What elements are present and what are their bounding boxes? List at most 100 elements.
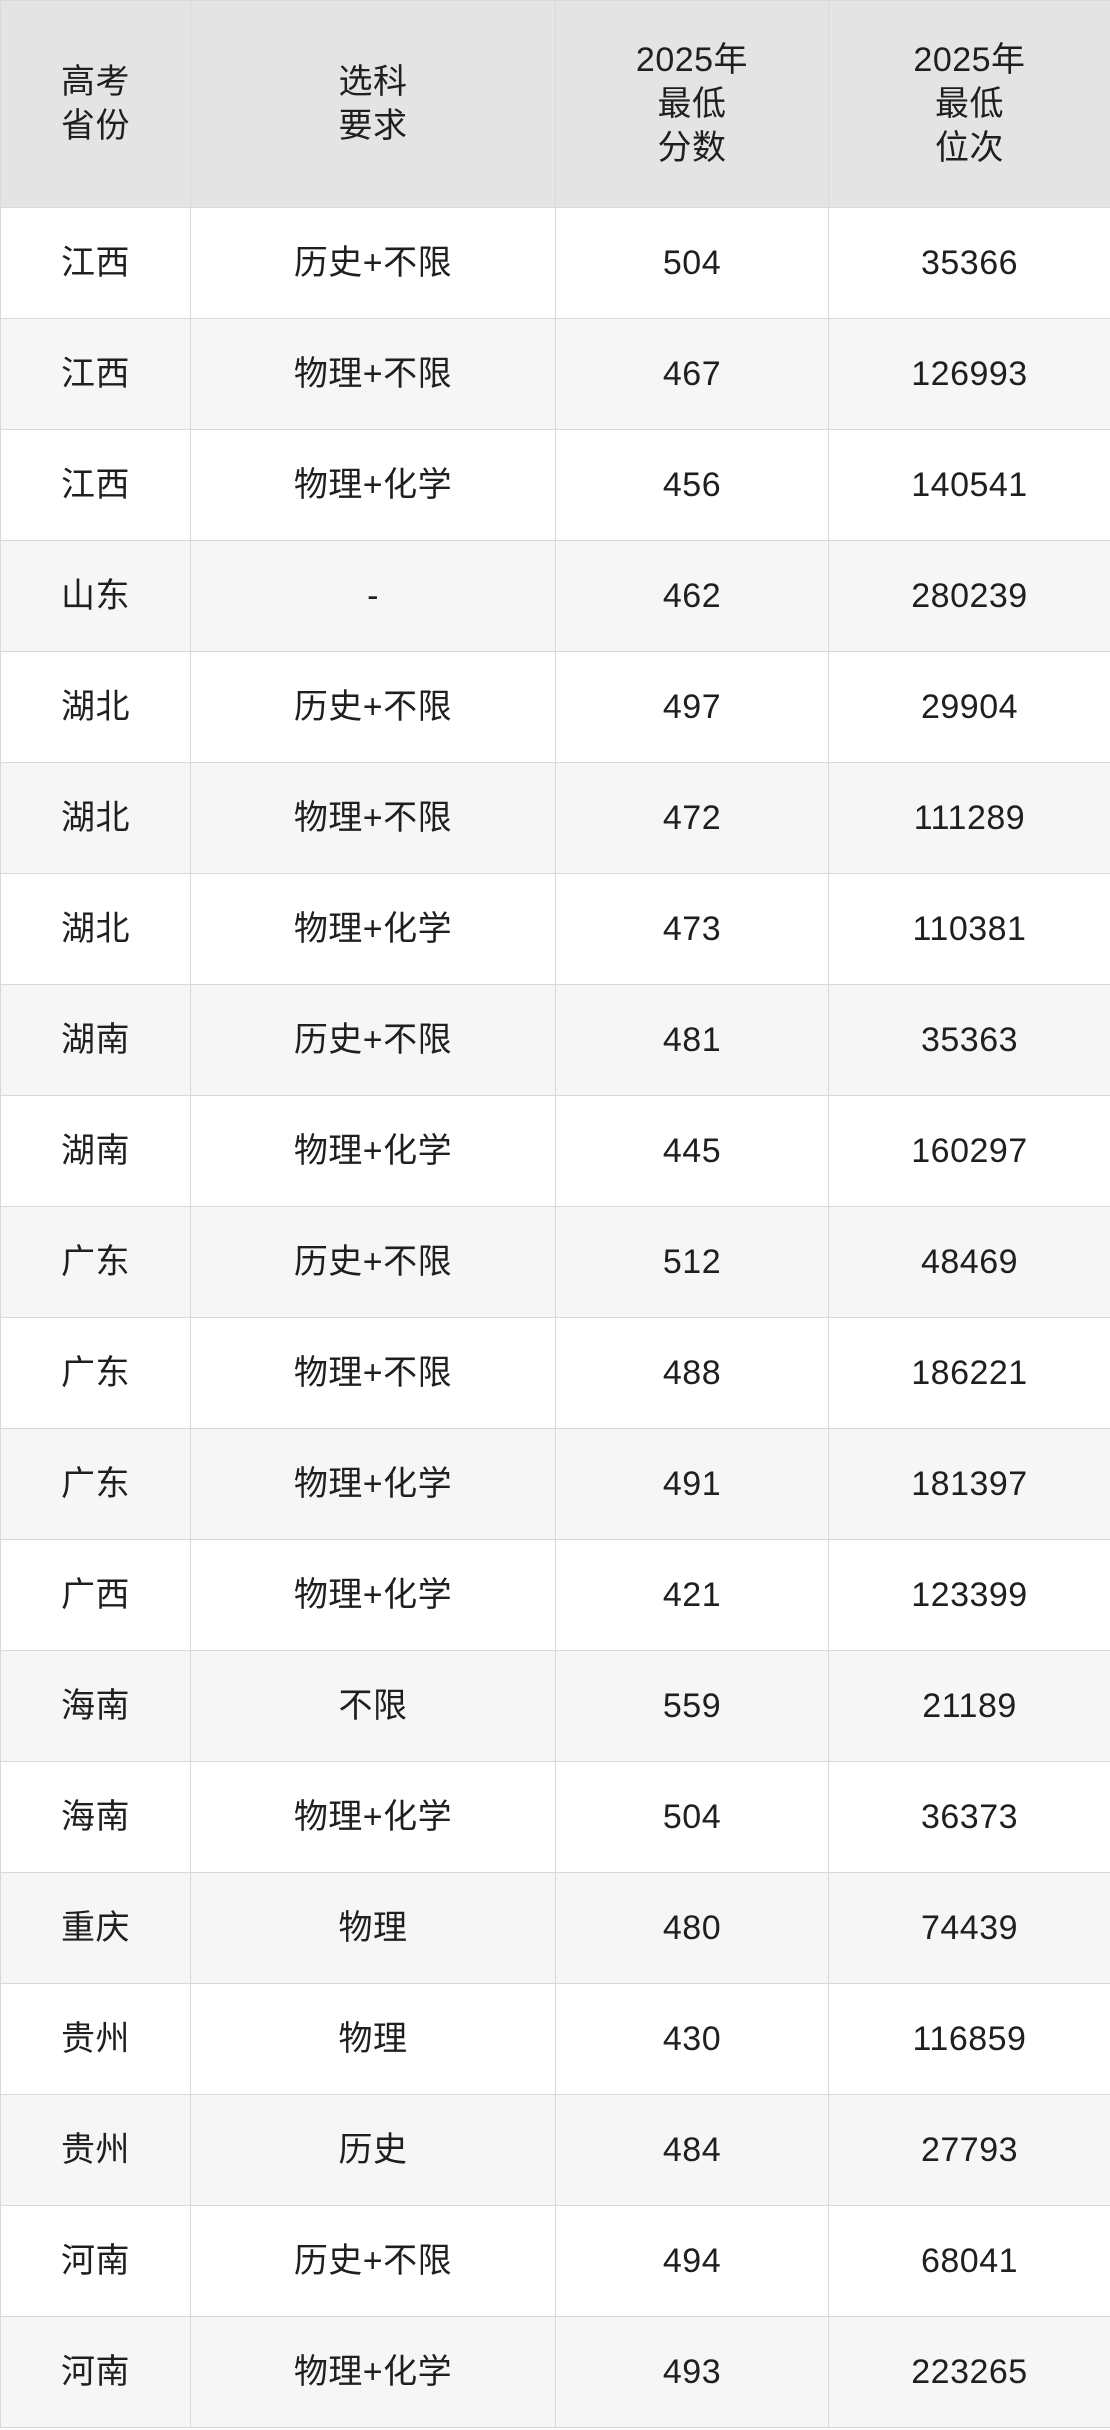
cell-subject: 物理+化学 xyxy=(190,1428,556,1540)
table-row: 广东 物理+不限 488 186221 xyxy=(0,1317,1110,1429)
cell-province: 广东 xyxy=(0,1428,191,1540)
cell-min-score: 484 xyxy=(555,2094,829,2206)
cell-min-rank: 140541 xyxy=(828,429,1110,541)
column-header-province-line-1: 高考 xyxy=(61,62,130,101)
cell-province: 广东 xyxy=(0,1317,191,1429)
cell-min-rank: 111289 xyxy=(828,762,1110,874)
cell-min-rank: 186221 xyxy=(828,1317,1110,1429)
column-header-subject-line-1: 选科 xyxy=(338,62,408,101)
table-row: 江西 物理+不限 467 126993 xyxy=(0,318,1110,430)
cell-province: 湖北 xyxy=(0,762,191,874)
cell-subject: 物理+化学 xyxy=(190,2316,556,2428)
cell-subject: 历史+不限 xyxy=(190,2205,556,2317)
table-row: 湖南 历史+不限 481 35363 xyxy=(0,984,1110,1096)
table-row: 湖北 历史+不限 497 29904 xyxy=(0,651,1110,763)
cell-subject: 物理+化学 xyxy=(190,1761,556,1873)
cell-min-score: 512 xyxy=(555,1206,829,1318)
cell-min-score: 456 xyxy=(555,429,829,541)
cell-min-rank: 110381 xyxy=(828,873,1110,985)
table-row: 河南 历史+不限 494 68041 xyxy=(0,2205,1110,2317)
cell-subject: 物理 xyxy=(190,1872,556,1984)
column-header-min-score: 2025年 最低 分数 xyxy=(555,0,829,208)
cell-min-rank: 126993 xyxy=(828,318,1110,430)
cell-min-rank: 35366 xyxy=(828,207,1110,319)
cell-subject: 物理+不限 xyxy=(190,762,556,874)
cell-subject: 历史+不限 xyxy=(190,984,556,1096)
cell-min-rank: 223265 xyxy=(828,2316,1110,2428)
table-row: 山东 -462 280239 xyxy=(0,540,1110,652)
cell-subject: 历史+不限 xyxy=(190,207,556,319)
cell-subject: 历史+不限 xyxy=(190,651,556,763)
table-row: 广西 物理+化学 421 123399 xyxy=(0,1539,1110,1651)
table-row: 湖北 物理+化学 473 110381 xyxy=(0,873,1110,985)
cell-province: 海南 xyxy=(0,1761,191,1873)
cell-province: 贵州 xyxy=(0,1983,191,2095)
table-row: 广东 历史+不限 512 48469 xyxy=(0,1206,1110,1318)
cell-subject: 物理+化学 xyxy=(190,429,556,541)
cell-province: 贵州 xyxy=(0,2094,191,2206)
cell-province: 河南 xyxy=(0,2316,191,2428)
column-header-min-rank: 2025年 最低 位次 xyxy=(828,0,1110,208)
cell-min-rank: 36373 xyxy=(828,1761,1110,1873)
cell-subject: - xyxy=(190,540,556,652)
table-row: 江西 历史+不限 504 35366 xyxy=(0,207,1110,319)
cell-subject: 历史 xyxy=(190,2094,556,2206)
cell-min-score: 494 xyxy=(555,2205,829,2317)
cell-min-score: 462 xyxy=(555,540,829,652)
cell-min-score: 445 xyxy=(555,1095,829,1207)
cell-min-score: 504 xyxy=(555,1761,829,1873)
cell-province: 重庆 xyxy=(0,1872,191,1984)
table-row: 海南 物理+化学 504 36373 xyxy=(0,1761,1110,1873)
cell-min-rank: 280239 xyxy=(828,540,1110,652)
table-header: 高考 省份 选科 要求 2025年 最低 分数 2025年 最低 位次 xyxy=(0,0,1110,208)
cell-subject: 物理 xyxy=(190,1983,556,2095)
column-header-min-score-line-2: 最低 xyxy=(657,84,727,123)
column-header-min-rank-line-1: 2025年 xyxy=(913,40,1026,79)
column-header-min-rank-line-2: 最低 xyxy=(935,84,1004,123)
table-row: 贵州 物理 430 116859 xyxy=(0,1983,1110,2095)
table-row: 海南 不限 559 21189 xyxy=(0,1650,1110,1762)
column-header-min-score-line-3: 分数 xyxy=(657,129,727,168)
cell-min-rank: 116859 xyxy=(828,1983,1110,2095)
table-row: 湖南 物理+化学 445 160297 xyxy=(0,1095,1110,1207)
cell-subject: 物理+化学 xyxy=(190,873,556,985)
cell-min-score: 421 xyxy=(555,1539,829,1651)
cell-min-rank: 181397 xyxy=(828,1428,1110,1540)
cell-subject: 物理+不限 xyxy=(190,318,556,430)
column-header-subject: 选科 要求 xyxy=(190,0,556,208)
cell-province: 河南 xyxy=(0,2205,191,2317)
cell-min-rank: 123399 xyxy=(828,1539,1110,1651)
cell-min-rank: 21189 xyxy=(828,1650,1110,1762)
cell-min-score: 504 xyxy=(555,207,829,319)
cell-min-rank: 35363 xyxy=(828,984,1110,1096)
cell-min-score: 481 xyxy=(555,984,829,1096)
cell-province: 湖南 xyxy=(0,984,191,1096)
cell-min-score: 491 xyxy=(555,1428,829,1540)
cell-province: 江西 xyxy=(0,318,191,430)
cell-province: 广东 xyxy=(0,1206,191,1318)
cell-min-score: 430 xyxy=(555,1983,829,2095)
table-row: 重庆 物理 480 74439 xyxy=(0,1872,1110,1984)
table-row: 广东 物理+化学 491 181397 xyxy=(0,1428,1110,1540)
cell-province: 广西 xyxy=(0,1539,191,1651)
cell-min-rank: 74439 xyxy=(828,1872,1110,1984)
table-row: 湖北 物理+不限 472 111289 xyxy=(0,762,1110,874)
cell-province: 湖南 xyxy=(0,1095,191,1207)
cell-min-score: 480 xyxy=(555,1872,829,1984)
cell-subject: 物理+化学 xyxy=(190,1539,556,1651)
cell-province: 江西 xyxy=(0,207,191,319)
column-header-min-rank-line-3: 位次 xyxy=(935,129,1004,168)
cell-province: 江西 xyxy=(0,429,191,541)
cell-min-score: 488 xyxy=(555,1317,829,1429)
table-row: 江西 物理+化学 456 140541 xyxy=(0,429,1110,541)
cell-min-rank: 48469 xyxy=(828,1206,1110,1318)
cell-subject: 物理+化学 xyxy=(190,1095,556,1207)
cell-min-score: 467 xyxy=(555,318,829,430)
cell-province: 海南 xyxy=(0,1650,191,1762)
table-header-row: 高考 省份 选科 要求 2025年 最低 分数 2025年 最低 位次 xyxy=(0,0,1110,208)
table-row: 贵州 历史 484 27793 xyxy=(0,2094,1110,2206)
cell-province: 湖北 xyxy=(0,873,191,985)
column-header-min-score-line-1: 2025年 xyxy=(635,40,749,79)
cell-min-score: 497 xyxy=(555,651,829,763)
